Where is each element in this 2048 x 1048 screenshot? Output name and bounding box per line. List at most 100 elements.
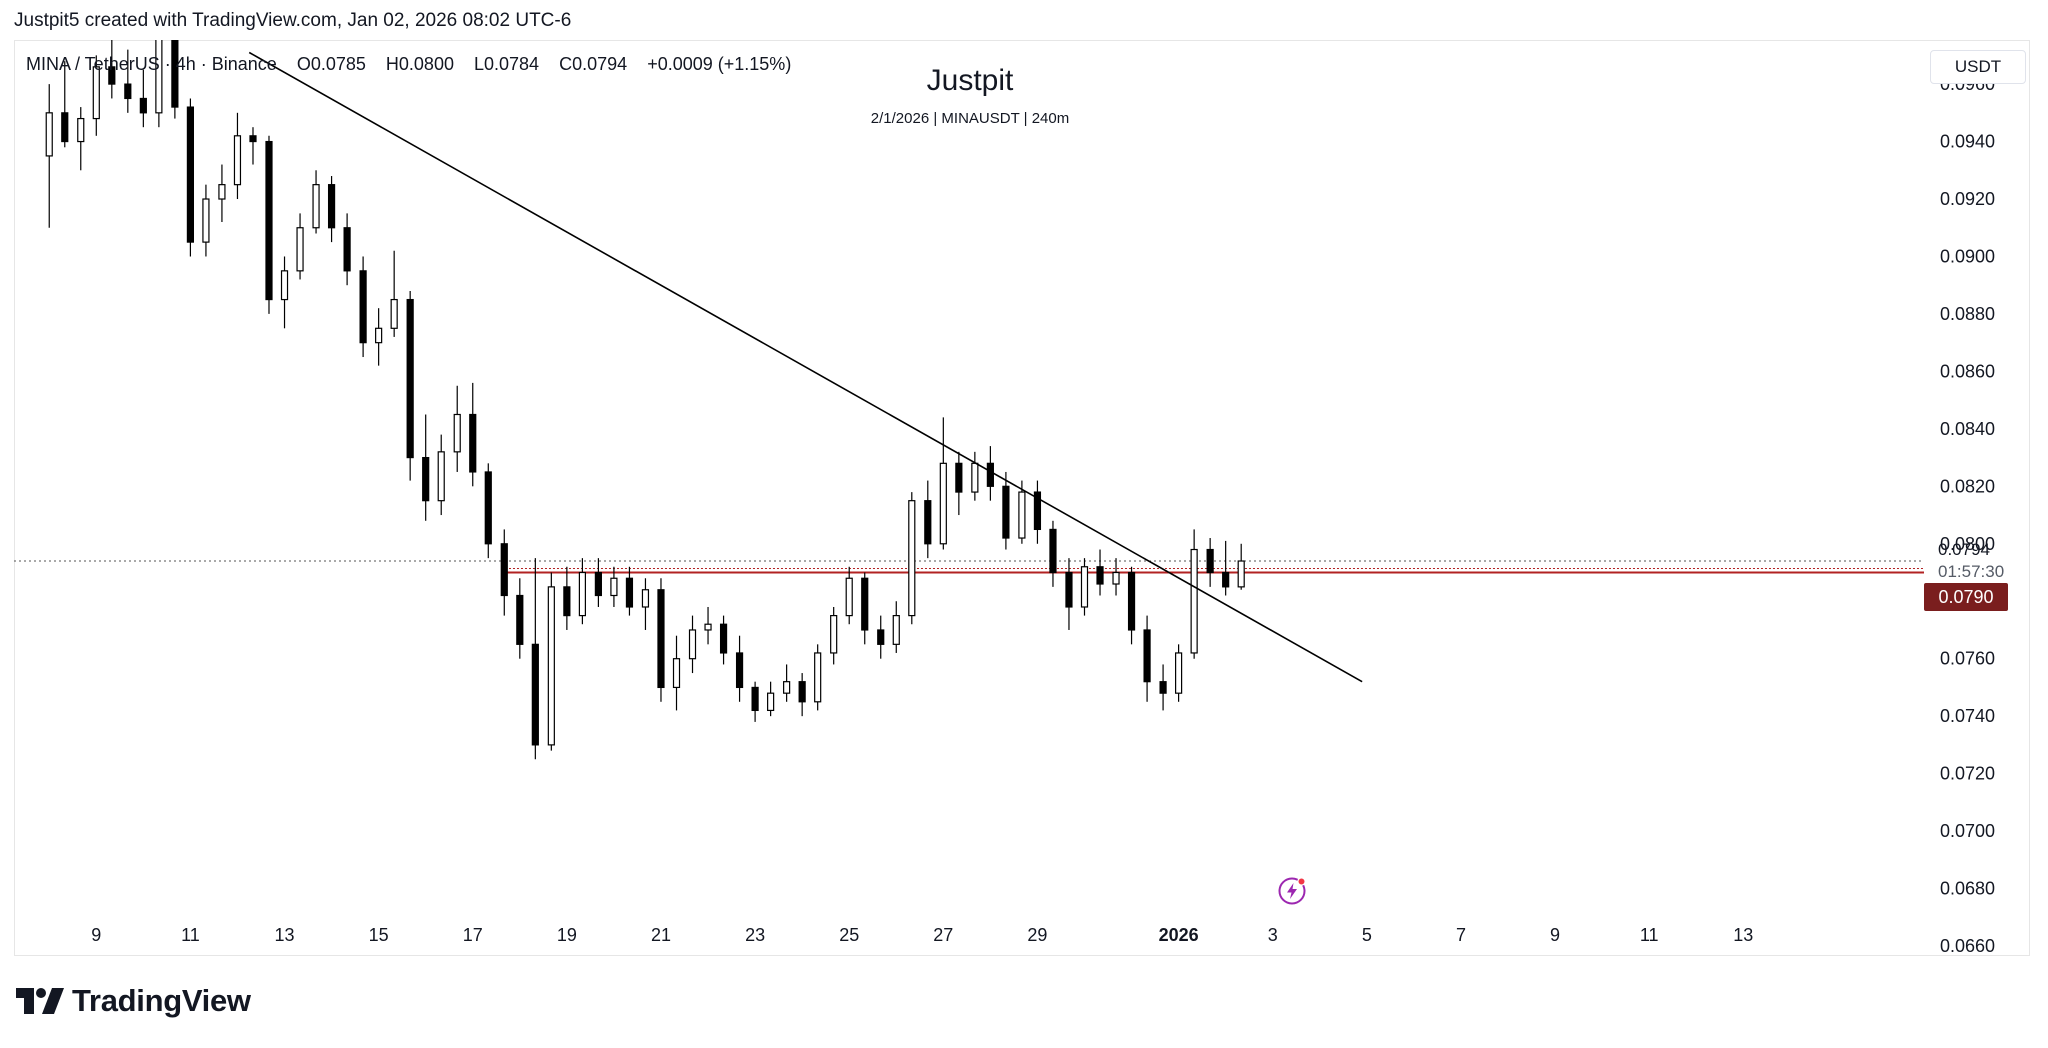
y-axis-tick-label: 0.0820 xyxy=(1940,476,1995,496)
candle[interactable] xyxy=(249,127,257,165)
candle[interactable] xyxy=(1175,644,1183,702)
x-axis-tick-label: 21 xyxy=(651,925,671,945)
candle[interactable] xyxy=(437,434,445,516)
candle[interactable] xyxy=(92,55,100,136)
candle[interactable] xyxy=(986,446,994,501)
candle[interactable] xyxy=(500,529,508,616)
candle[interactable] xyxy=(735,635,744,702)
candle[interactable] xyxy=(1080,558,1089,616)
candle[interactable] xyxy=(186,98,195,257)
candle[interactable] xyxy=(594,558,602,607)
candle[interactable] xyxy=(469,382,477,487)
x-axis-tick-label: 9 xyxy=(91,925,101,945)
candle[interactable] xyxy=(1222,540,1230,596)
candle[interactable] xyxy=(798,673,806,717)
candle[interactable] xyxy=(1018,480,1026,544)
candle[interactable] xyxy=(453,385,461,472)
candle-body-up xyxy=(830,615,838,654)
candle[interactable] xyxy=(390,250,398,337)
candle[interactable] xyxy=(124,49,132,113)
candle[interactable] xyxy=(657,578,665,702)
candle[interactable] xyxy=(563,566,571,630)
candle-body-up xyxy=(92,66,100,120)
candle[interactable] xyxy=(719,615,728,665)
candle-body-up xyxy=(1018,491,1026,539)
candle[interactable] xyxy=(516,578,524,659)
candle[interactable] xyxy=(422,414,430,521)
y-axis-tick-label: 0.0800 xyxy=(1940,534,1995,554)
candle[interactable] xyxy=(924,480,932,559)
candle[interactable] xyxy=(955,451,963,516)
marked-price-box[interactable]: 0.0790 xyxy=(1924,583,2008,611)
currency-selector[interactable]: USDT xyxy=(1930,50,2026,84)
candle[interactable] xyxy=(1159,664,1167,711)
candle[interactable] xyxy=(1096,549,1104,596)
candle[interactable] xyxy=(845,566,853,625)
candle[interactable] xyxy=(908,492,916,625)
close-value: C0.0794 xyxy=(559,54,628,74)
candle-body-down xyxy=(1065,571,1073,608)
candle[interactable] xyxy=(672,635,681,711)
candle[interactable] xyxy=(1206,538,1214,587)
candle[interactable] xyxy=(139,69,147,128)
candle[interactable] xyxy=(61,61,69,148)
candle[interactable] xyxy=(406,290,414,481)
tradingview-logo[interactable]: TradingView xyxy=(16,983,251,1018)
candle[interactable] xyxy=(767,681,775,717)
candle[interactable] xyxy=(312,170,320,234)
candle[interactable] xyxy=(641,578,650,630)
candle[interactable] xyxy=(751,681,759,722)
candle[interactable] xyxy=(688,615,697,674)
candle[interactable] xyxy=(202,184,210,257)
candle[interactable] xyxy=(296,213,304,280)
symbol-label[interactable]: MINA / TetherUS · 4h · Binance xyxy=(26,54,277,74)
candle[interactable] xyxy=(327,176,336,243)
candle[interactable] xyxy=(1033,480,1042,544)
candle[interactable] xyxy=(155,12,163,128)
candle[interactable] xyxy=(280,256,289,329)
candle[interactable] xyxy=(375,308,383,366)
candle[interactable] xyxy=(1237,543,1245,590)
candle[interactable] xyxy=(578,558,586,625)
candle[interactable] xyxy=(1143,615,1151,702)
candle[interactable] xyxy=(484,463,492,559)
candle[interactable] xyxy=(625,566,634,616)
candle[interactable] xyxy=(171,12,179,119)
candle[interactable] xyxy=(814,644,822,711)
candle[interactable] xyxy=(265,135,273,314)
candle[interactable] xyxy=(1112,558,1120,596)
candle-body-up xyxy=(280,270,289,301)
candle[interactable] xyxy=(547,572,555,751)
candle[interactable] xyxy=(531,558,539,760)
candle[interactable] xyxy=(218,164,226,222)
candle[interactable] xyxy=(45,84,53,228)
candle[interactable] xyxy=(610,566,618,607)
candle[interactable] xyxy=(1127,566,1136,645)
candle[interactable] xyxy=(861,572,869,645)
candle[interactable] xyxy=(971,451,979,501)
candle[interactable] xyxy=(108,27,116,99)
candle[interactable] xyxy=(877,615,885,659)
y-axis-tick-label: 0.0700 xyxy=(1940,821,1995,841)
candle-body-up xyxy=(1237,560,1245,588)
candle[interactable] xyxy=(830,606,838,665)
candle[interactable] xyxy=(359,256,367,358)
candle[interactable] xyxy=(783,664,791,702)
candle[interactable] xyxy=(1002,471,1010,550)
candle[interactable] xyxy=(233,112,242,200)
candle[interactable] xyxy=(77,107,85,171)
candle[interactable] xyxy=(1065,558,1073,630)
candle[interactable] xyxy=(892,601,900,653)
downtrend-line[interactable] xyxy=(248,51,1363,683)
candle-body-down xyxy=(563,586,571,617)
candle[interactable] xyxy=(343,213,351,286)
candle-body-up xyxy=(892,615,900,645)
candle[interactable] xyxy=(1190,529,1198,659)
candle[interactable] xyxy=(704,606,712,645)
x-axis-tick-label: 3 xyxy=(1268,925,1278,945)
candle[interactable] xyxy=(1049,520,1057,587)
candle-body-down xyxy=(1049,528,1057,574)
lightning-bolt-icon[interactable] xyxy=(1277,876,1307,906)
candle[interactable] xyxy=(939,417,947,550)
